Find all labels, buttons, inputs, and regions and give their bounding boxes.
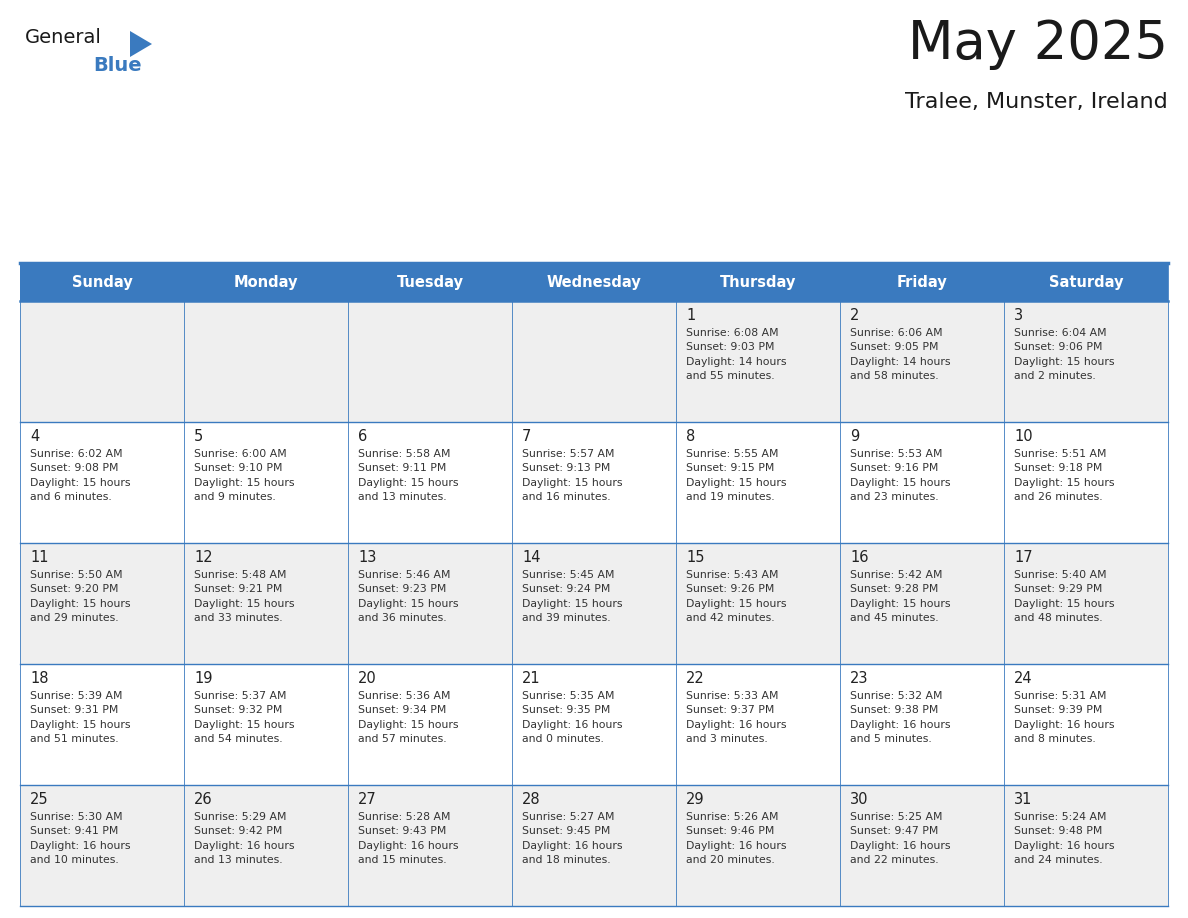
Text: Sunrise: 5:43 AM
Sunset: 9:26 PM
Daylight: 15 hours
and 42 minutes.: Sunrise: 5:43 AM Sunset: 9:26 PM Dayligh… <box>685 570 786 623</box>
Text: 19: 19 <box>194 671 213 686</box>
Text: 26: 26 <box>194 792 213 807</box>
Bar <box>512 263 676 301</box>
Text: Sunrise: 5:58 AM
Sunset: 9:11 PM
Daylight: 15 hours
and 13 minutes.: Sunrise: 5:58 AM Sunset: 9:11 PM Dayligh… <box>358 449 459 502</box>
Text: 18: 18 <box>30 671 49 686</box>
Text: 27: 27 <box>358 792 377 807</box>
Text: 22: 22 <box>685 671 704 686</box>
Text: Sunrise: 6:00 AM
Sunset: 9:10 PM
Daylight: 15 hours
and 9 minutes.: Sunrise: 6:00 AM Sunset: 9:10 PM Dayligh… <box>194 449 295 502</box>
Text: 12: 12 <box>194 550 213 565</box>
Bar <box>20 664 1168 785</box>
Text: 28: 28 <box>522 792 541 807</box>
Polygon shape <box>129 31 152 57</box>
Text: Sunrise: 5:37 AM
Sunset: 9:32 PM
Daylight: 15 hours
and 54 minutes.: Sunrise: 5:37 AM Sunset: 9:32 PM Dayligh… <box>194 691 295 744</box>
Bar <box>20 301 1168 422</box>
Text: Sunrise: 6:08 AM
Sunset: 9:03 PM
Daylight: 14 hours
and 55 minutes.: Sunrise: 6:08 AM Sunset: 9:03 PM Dayligh… <box>685 328 786 381</box>
Text: 5: 5 <box>194 429 203 444</box>
Bar <box>184 263 348 301</box>
Text: Sunrise: 5:46 AM
Sunset: 9:23 PM
Daylight: 15 hours
and 36 minutes.: Sunrise: 5:46 AM Sunset: 9:23 PM Dayligh… <box>358 570 459 623</box>
Text: Sunrise: 5:25 AM
Sunset: 9:47 PM
Daylight: 16 hours
and 22 minutes.: Sunrise: 5:25 AM Sunset: 9:47 PM Dayligh… <box>849 812 950 865</box>
Bar <box>20 422 1168 543</box>
Bar <box>840 263 1004 301</box>
Text: 29: 29 <box>685 792 704 807</box>
Text: Sunrise: 5:36 AM
Sunset: 9:34 PM
Daylight: 15 hours
and 57 minutes.: Sunrise: 5:36 AM Sunset: 9:34 PM Dayligh… <box>358 691 459 744</box>
Text: 8: 8 <box>685 429 695 444</box>
Text: Sunrise: 5:31 AM
Sunset: 9:39 PM
Daylight: 16 hours
and 8 minutes.: Sunrise: 5:31 AM Sunset: 9:39 PM Dayligh… <box>1015 691 1114 744</box>
Text: Sunrise: 5:45 AM
Sunset: 9:24 PM
Daylight: 15 hours
and 39 minutes.: Sunrise: 5:45 AM Sunset: 9:24 PM Dayligh… <box>522 570 623 623</box>
Text: Sunrise: 5:32 AM
Sunset: 9:38 PM
Daylight: 16 hours
and 5 minutes.: Sunrise: 5:32 AM Sunset: 9:38 PM Dayligh… <box>849 691 950 744</box>
Text: 31: 31 <box>1015 792 1032 807</box>
Text: Sunrise: 6:02 AM
Sunset: 9:08 PM
Daylight: 15 hours
and 6 minutes.: Sunrise: 6:02 AM Sunset: 9:08 PM Dayligh… <box>30 449 131 502</box>
Text: Thursday: Thursday <box>720 274 796 289</box>
Text: Tralee, Munster, Ireland: Tralee, Munster, Ireland <box>905 92 1168 112</box>
Text: Sunrise: 5:30 AM
Sunset: 9:41 PM
Daylight: 16 hours
and 10 minutes.: Sunrise: 5:30 AM Sunset: 9:41 PM Dayligh… <box>30 812 131 865</box>
Text: Sunrise: 5:35 AM
Sunset: 9:35 PM
Daylight: 16 hours
and 0 minutes.: Sunrise: 5:35 AM Sunset: 9:35 PM Dayligh… <box>522 691 623 744</box>
Text: 14: 14 <box>522 550 541 565</box>
Text: Sunrise: 5:48 AM
Sunset: 9:21 PM
Daylight: 15 hours
and 33 minutes.: Sunrise: 5:48 AM Sunset: 9:21 PM Dayligh… <box>194 570 295 623</box>
Text: 17: 17 <box>1015 550 1032 565</box>
Text: Sunrise: 5:33 AM
Sunset: 9:37 PM
Daylight: 16 hours
and 3 minutes.: Sunrise: 5:33 AM Sunset: 9:37 PM Dayligh… <box>685 691 786 744</box>
Text: Tuesday: Tuesday <box>397 274 463 289</box>
Text: Sunrise: 5:39 AM
Sunset: 9:31 PM
Daylight: 15 hours
and 51 minutes.: Sunrise: 5:39 AM Sunset: 9:31 PM Dayligh… <box>30 691 131 744</box>
Text: 20: 20 <box>358 671 377 686</box>
Text: Sunrise: 5:53 AM
Sunset: 9:16 PM
Daylight: 15 hours
and 23 minutes.: Sunrise: 5:53 AM Sunset: 9:16 PM Dayligh… <box>849 449 950 502</box>
Bar <box>676 263 840 301</box>
Text: 3: 3 <box>1015 308 1023 323</box>
Text: Sunrise: 5:42 AM
Sunset: 9:28 PM
Daylight: 15 hours
and 45 minutes.: Sunrise: 5:42 AM Sunset: 9:28 PM Dayligh… <box>849 570 950 623</box>
Text: 23: 23 <box>849 671 868 686</box>
Text: Saturday: Saturday <box>1049 274 1123 289</box>
Text: Sunrise: 6:04 AM
Sunset: 9:06 PM
Daylight: 15 hours
and 2 minutes.: Sunrise: 6:04 AM Sunset: 9:06 PM Dayligh… <box>1015 328 1114 381</box>
Text: 21: 21 <box>522 671 541 686</box>
Text: 13: 13 <box>358 550 377 565</box>
Text: 7: 7 <box>522 429 531 444</box>
Text: Sunrise: 5:24 AM
Sunset: 9:48 PM
Daylight: 16 hours
and 24 minutes.: Sunrise: 5:24 AM Sunset: 9:48 PM Dayligh… <box>1015 812 1114 865</box>
Text: 10: 10 <box>1015 429 1032 444</box>
Text: General: General <box>25 28 102 47</box>
Text: May 2025: May 2025 <box>908 18 1168 70</box>
Text: 30: 30 <box>849 792 868 807</box>
Text: 9: 9 <box>849 429 859 444</box>
Bar <box>20 543 1168 664</box>
Text: Sunrise: 5:50 AM
Sunset: 9:20 PM
Daylight: 15 hours
and 29 minutes.: Sunrise: 5:50 AM Sunset: 9:20 PM Dayligh… <box>30 570 131 623</box>
Text: 2: 2 <box>849 308 859 323</box>
Bar <box>20 785 1168 906</box>
Text: 4: 4 <box>30 429 39 444</box>
Text: 11: 11 <box>30 550 49 565</box>
Text: 1: 1 <box>685 308 695 323</box>
Text: Sunrise: 6:06 AM
Sunset: 9:05 PM
Daylight: 14 hours
and 58 minutes.: Sunrise: 6:06 AM Sunset: 9:05 PM Dayligh… <box>849 328 950 381</box>
Text: 25: 25 <box>30 792 49 807</box>
Text: Sunday: Sunday <box>71 274 132 289</box>
Text: Monday: Monday <box>234 274 298 289</box>
Text: Sunrise: 5:57 AM
Sunset: 9:13 PM
Daylight: 15 hours
and 16 minutes.: Sunrise: 5:57 AM Sunset: 9:13 PM Dayligh… <box>522 449 623 502</box>
Bar <box>1004 263 1168 301</box>
Text: Friday: Friday <box>897 274 947 289</box>
Bar <box>348 263 512 301</box>
Text: Sunrise: 5:26 AM
Sunset: 9:46 PM
Daylight: 16 hours
and 20 minutes.: Sunrise: 5:26 AM Sunset: 9:46 PM Dayligh… <box>685 812 786 865</box>
Text: Sunrise: 5:40 AM
Sunset: 9:29 PM
Daylight: 15 hours
and 48 minutes.: Sunrise: 5:40 AM Sunset: 9:29 PM Dayligh… <box>1015 570 1114 623</box>
Text: Sunrise: 5:28 AM
Sunset: 9:43 PM
Daylight: 16 hours
and 15 minutes.: Sunrise: 5:28 AM Sunset: 9:43 PM Dayligh… <box>358 812 459 865</box>
Text: 24: 24 <box>1015 671 1032 686</box>
Text: 6: 6 <box>358 429 367 444</box>
Text: Sunrise: 5:51 AM
Sunset: 9:18 PM
Daylight: 15 hours
and 26 minutes.: Sunrise: 5:51 AM Sunset: 9:18 PM Dayligh… <box>1015 449 1114 502</box>
Text: Sunrise: 5:55 AM
Sunset: 9:15 PM
Daylight: 15 hours
and 19 minutes.: Sunrise: 5:55 AM Sunset: 9:15 PM Dayligh… <box>685 449 786 502</box>
Text: Sunrise: 5:27 AM
Sunset: 9:45 PM
Daylight: 16 hours
and 18 minutes.: Sunrise: 5:27 AM Sunset: 9:45 PM Dayligh… <box>522 812 623 865</box>
Bar <box>20 263 184 301</box>
Text: 15: 15 <box>685 550 704 565</box>
Text: Blue: Blue <box>93 56 141 75</box>
Text: 16: 16 <box>849 550 868 565</box>
Text: Sunrise: 5:29 AM
Sunset: 9:42 PM
Daylight: 16 hours
and 13 minutes.: Sunrise: 5:29 AM Sunset: 9:42 PM Dayligh… <box>194 812 295 865</box>
Text: Wednesday: Wednesday <box>546 274 642 289</box>
